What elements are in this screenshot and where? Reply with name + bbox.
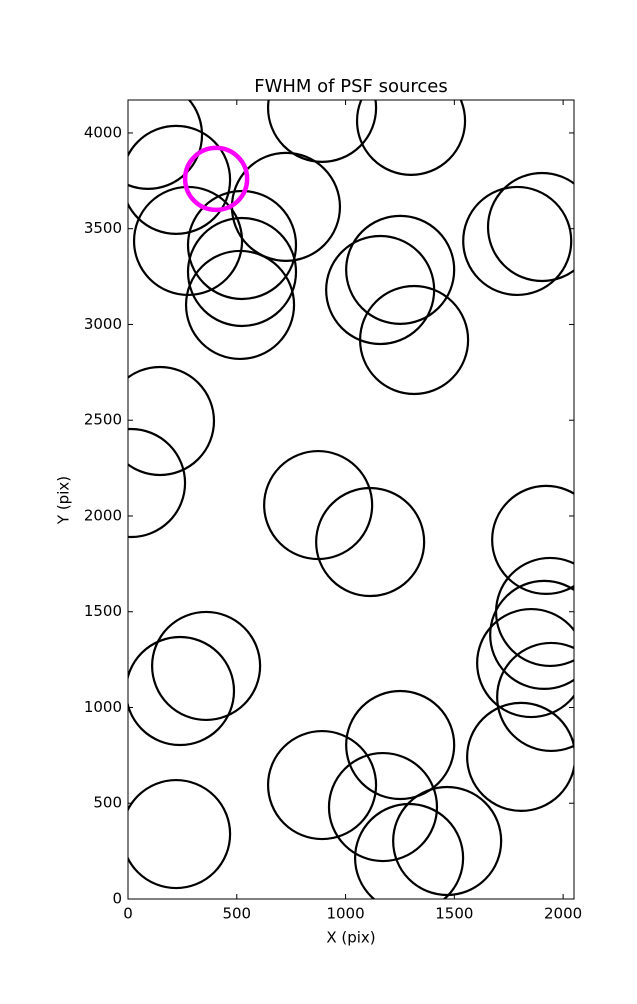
source-circle [128, 100, 204, 190]
source-circle [186, 216, 298, 328]
source-circle [392, 785, 503, 897]
source-circle [266, 729, 378, 841]
source-circle [263, 449, 374, 561]
x-tick-label: 1500 [435, 905, 473, 923]
axes-frame [127, 99, 575, 900]
source-circle [151, 610, 262, 722]
source-circle [325, 234, 436, 346]
source-circle [476, 607, 574, 719]
source-circle [466, 701, 574, 812]
source-circle [182, 145, 250, 213]
source-circle [496, 641, 574, 753]
source-circle [355, 100, 467, 176]
source-circle [315, 486, 426, 598]
source-circle [128, 365, 216, 477]
source-circle [186, 189, 298, 301]
source-circle [128, 124, 232, 235]
y-axis-label: Y (pix) [55, 476, 73, 525]
y-tick-label: 2500 [84, 411, 122, 429]
source-circle [462, 185, 573, 297]
source-circle [184, 249, 296, 361]
chart-title: FWHM of PSF sources [254, 76, 448, 97]
y-tick-label: 0 [112, 890, 122, 908]
x-axis-label: X (pix) [326, 929, 375, 947]
y-tick-label: 1500 [84, 602, 122, 620]
source-circle [489, 579, 574, 690]
source-circle [230, 151, 342, 262]
x-tick-label: 500 [222, 905, 251, 923]
source-circle [128, 635, 236, 747]
y-tick-label: 1000 [84, 698, 122, 716]
source-circle [128, 778, 232, 890]
y-tick-label: 3000 [84, 315, 122, 333]
source-circle [486, 171, 574, 283]
source-circle [358, 284, 470, 396]
plot-area [128, 100, 574, 899]
y-tick-label: 500 [93, 794, 122, 812]
source-circle [128, 427, 187, 539]
x-tick-label: 0 [123, 905, 133, 923]
x-tick-label: 1000 [326, 905, 364, 923]
source-circle [345, 214, 456, 325]
source-circle [491, 484, 574, 595]
y-tick-label: 2000 [84, 506, 122, 524]
x-tick-label: 2000 [544, 905, 582, 923]
source-circle [266, 100, 378, 163]
y-tick-label: 3500 [84, 219, 122, 237]
source-circle [345, 689, 456, 801]
y-tick-label: 4000 [84, 123, 122, 141]
source-circle [327, 751, 439, 863]
